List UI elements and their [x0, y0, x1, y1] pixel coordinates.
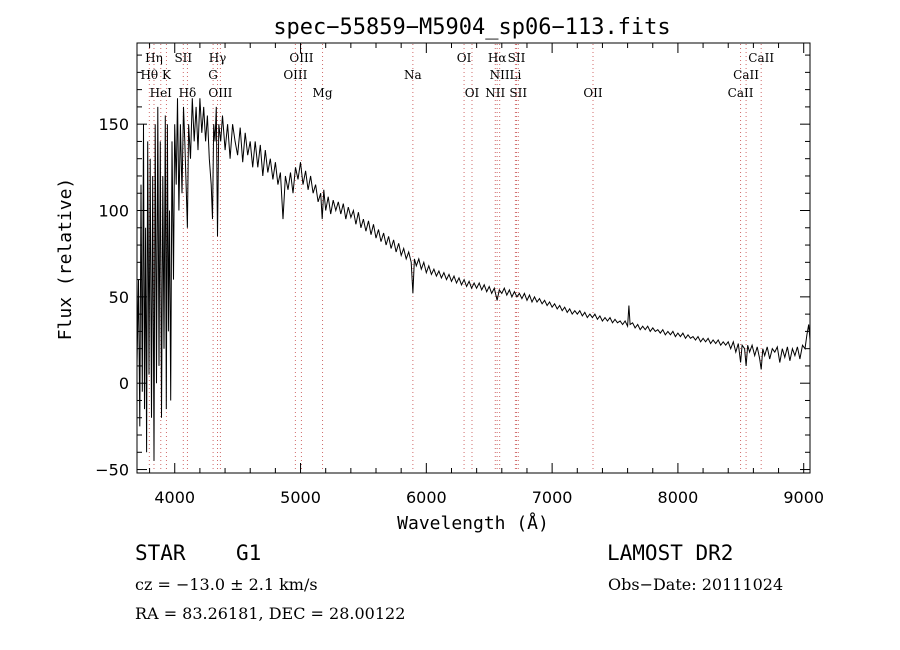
line-label-15: CaII: [733, 68, 759, 82]
line-label-11: OIII: [283, 68, 307, 82]
line-label-19: Mg: [313, 86, 333, 100]
line-label-2: Hγ: [209, 51, 227, 65]
line-label-0: Hη: [145, 51, 163, 65]
x-axis-label: Wavelength (Å): [397, 512, 549, 534]
object-subclass: G1: [236, 541, 262, 565]
line-label-4: OI: [457, 51, 472, 65]
x-tick-label: 7000: [532, 488, 573, 507]
line-label-12: Na: [404, 68, 422, 82]
chart-title: spec−55859−M5904_sp06−113.fits: [273, 15, 670, 40]
y-tick-label: 0: [119, 374, 129, 393]
sky-coordinates: RA = 83.26181, DEC = 28.00122: [135, 604, 406, 623]
line-label-17: Hδ: [179, 86, 197, 100]
y-axis: −50 0 50 100 150: [95, 54, 810, 480]
observation-date: Obs−Date: 20111024: [608, 575, 784, 594]
object-class: STAR: [135, 541, 186, 565]
emission-line-markers: [148, 44, 762, 472]
line-label-1: SII: [174, 51, 192, 65]
line-label-5: Hα: [488, 51, 507, 65]
line-label-7: CaII: [748, 51, 774, 65]
line-label-14: Li: [509, 68, 521, 82]
line-label-3: OIII: [289, 51, 313, 65]
line-label-20: OI: [465, 86, 480, 100]
line-label-21: NII: [485, 86, 505, 100]
y-tick-label: −50: [95, 461, 129, 480]
y-axis-label: Flux (relative): [55, 178, 76, 341]
spectrum-line: [136, 98, 811, 461]
plot-frame: [136, 42, 811, 474]
x-tick-label: 4000: [154, 488, 195, 507]
x-axis: 4000 5000 6000 7000 8000 9000: [149, 43, 824, 507]
line-label-9: K: [162, 68, 172, 82]
line-label-8: Hθ: [140, 68, 158, 82]
y-tick-label: 150: [98, 115, 129, 134]
line-label-13: NII: [490, 68, 510, 82]
x-tick-label: 5000: [280, 488, 321, 507]
y-tick-label: 50: [109, 288, 129, 307]
line-label-23: OII: [583, 86, 603, 100]
line-label-6: SII: [508, 51, 526, 65]
line-label-22: SII: [509, 86, 527, 100]
x-tick-label: 9000: [783, 488, 824, 507]
redshift-velocity: cz = −13.0 ± 2.1 km/s: [135, 575, 318, 594]
line-label-10: G: [208, 68, 218, 82]
x-tick-label: 6000: [406, 488, 447, 507]
y-tick-label: 100: [98, 202, 129, 221]
x-tick-label: 8000: [658, 488, 699, 507]
line-label-18: OIII: [208, 86, 232, 100]
line-label-16: HeI: [150, 86, 173, 100]
survey-name: LAMOST DR2: [607, 541, 734, 565]
line-label-24: CaII: [728, 86, 754, 100]
